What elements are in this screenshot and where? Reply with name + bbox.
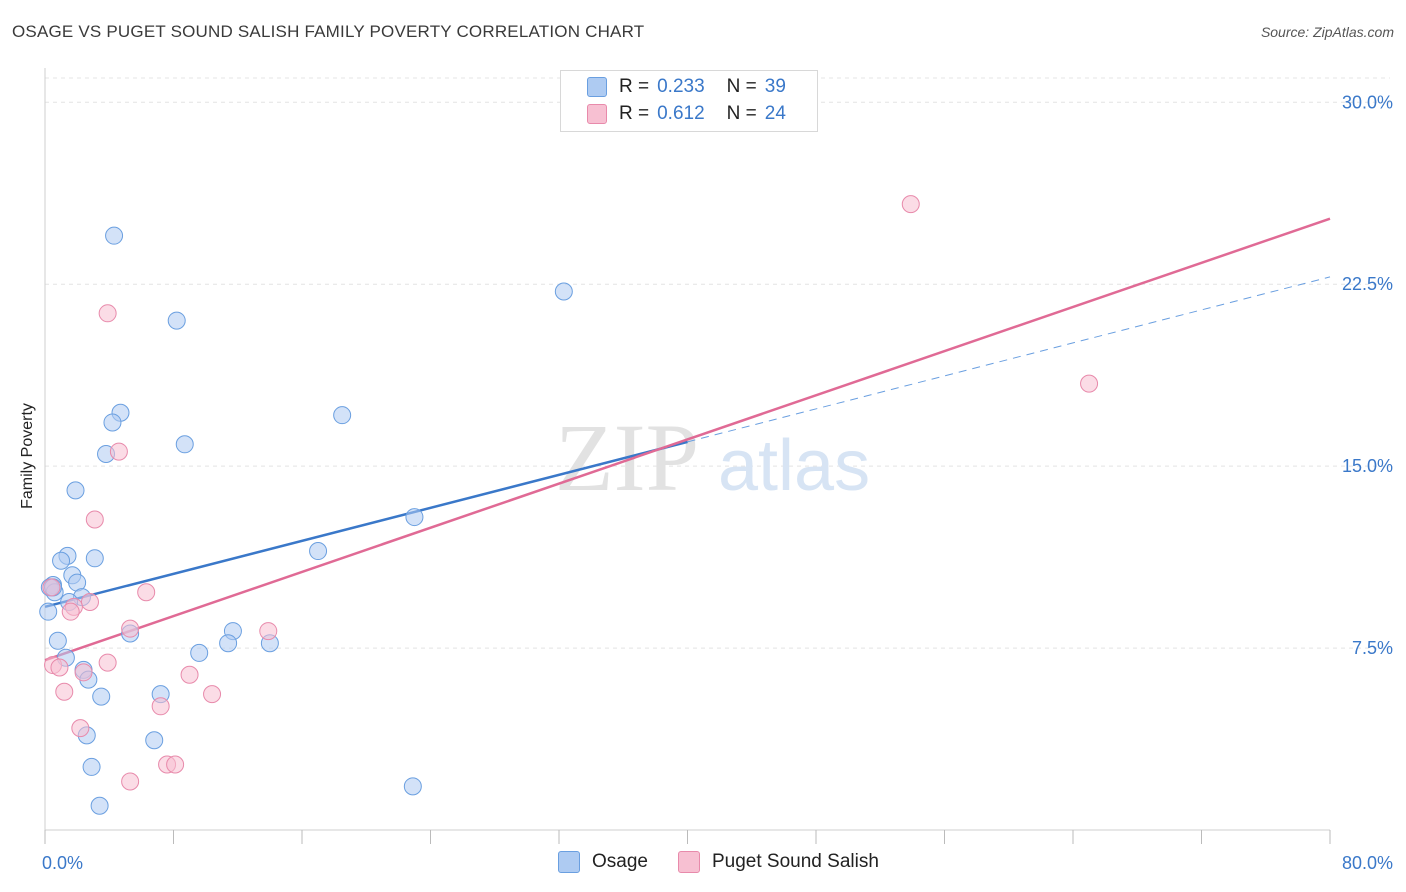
osage-point	[219, 634, 238, 653]
puget-r-value: 0.612	[657, 103, 705, 124]
y-tick-label: 22.5%	[1342, 274, 1393, 294]
puget-point	[166, 755, 185, 774]
osage-point	[39, 602, 58, 621]
puget-point	[203, 685, 222, 704]
puget-point	[55, 682, 74, 701]
puget-point	[1080, 374, 1099, 393]
osage-point	[85, 549, 104, 568]
osage-point	[190, 643, 209, 662]
osage-point	[103, 413, 122, 432]
osage-point	[82, 757, 101, 776]
osage-n-value: 39	[764, 76, 786, 97]
osage-point	[405, 508, 424, 527]
osage-point	[105, 226, 124, 245]
osage-point	[66, 481, 85, 500]
watermark-atlas: atlas	[718, 426, 870, 506]
osage-legend-swatch	[558, 851, 580, 873]
puget-point	[137, 583, 156, 602]
puget-point	[121, 772, 140, 791]
osage-legend-label: Osage	[592, 851, 648, 872]
puget-point	[80, 592, 99, 611]
osage-swatch	[587, 77, 607, 97]
legend-item-puget[interactable]: Puget Sound Salish	[678, 851, 879, 873]
osage-r-value: 0.233	[657, 76, 705, 97]
osage-point	[403, 777, 422, 796]
osage-trend-line	[44, 440, 688, 609]
legend-row-osage: R = 0.233 N = 39	[587, 76, 786, 98]
osage-point	[167, 311, 186, 330]
osage-point	[309, 542, 328, 561]
source-note: Source: ZipAtlas.com	[1260, 24, 1394, 40]
puget-n-value: 24	[764, 103, 786, 124]
puget-point	[50, 658, 69, 677]
osage-trend-extension	[687, 276, 1331, 443]
series-legend: Osage Puget Sound Salish	[0, 851, 1406, 877]
puget-point	[98, 653, 117, 672]
puget-point	[42, 578, 61, 597]
x-tick-label: 0.0%	[42, 853, 83, 873]
r-label: R =	[619, 76, 650, 97]
puget-point	[151, 697, 170, 716]
puget-point	[259, 622, 278, 641]
y-tick-label: 15.0%	[1342, 456, 1393, 476]
puget-legend-swatch	[678, 851, 700, 873]
osage-point	[48, 631, 67, 650]
osage-point	[90, 796, 109, 815]
y-tick-label: 7.5%	[1352, 638, 1393, 658]
puget-point	[61, 602, 80, 621]
osage-point	[554, 282, 573, 301]
legend-item-osage[interactable]: Osage	[558, 851, 648, 873]
osage-point	[175, 435, 194, 454]
puget-point	[180, 665, 199, 684]
y-tick-label: 30.0%	[1342, 92, 1393, 112]
n-label: N =	[726, 76, 757, 97]
puget-point	[121, 619, 140, 638]
osage-point	[333, 406, 352, 425]
puget-swatch	[587, 104, 607, 124]
osage-point	[52, 551, 71, 570]
puget-point	[71, 719, 90, 738]
puget-point	[85, 510, 104, 529]
n-label: N =	[726, 103, 757, 124]
x-tick-label: 80.0%	[1342, 853, 1393, 873]
puget-point	[74, 663, 93, 682]
chart-title: OSAGE VS PUGET SOUND SALISH FAMILY POVER…	[12, 22, 645, 41]
puget-trend-line	[44, 217, 1331, 662]
puget-legend-label: Puget Sound Salish	[712, 851, 879, 872]
osage-point	[145, 731, 164, 750]
puget-point	[901, 195, 920, 214]
osage-point	[92, 687, 111, 706]
r-label: R =	[619, 103, 650, 124]
legend-row-puget: R = 0.612 N = 24	[587, 103, 786, 125]
puget-point	[109, 442, 128, 461]
correlation-legend: R = 0.233 N = 39 R = 0.612 N = 24	[560, 70, 818, 132]
puget-point	[98, 304, 117, 323]
